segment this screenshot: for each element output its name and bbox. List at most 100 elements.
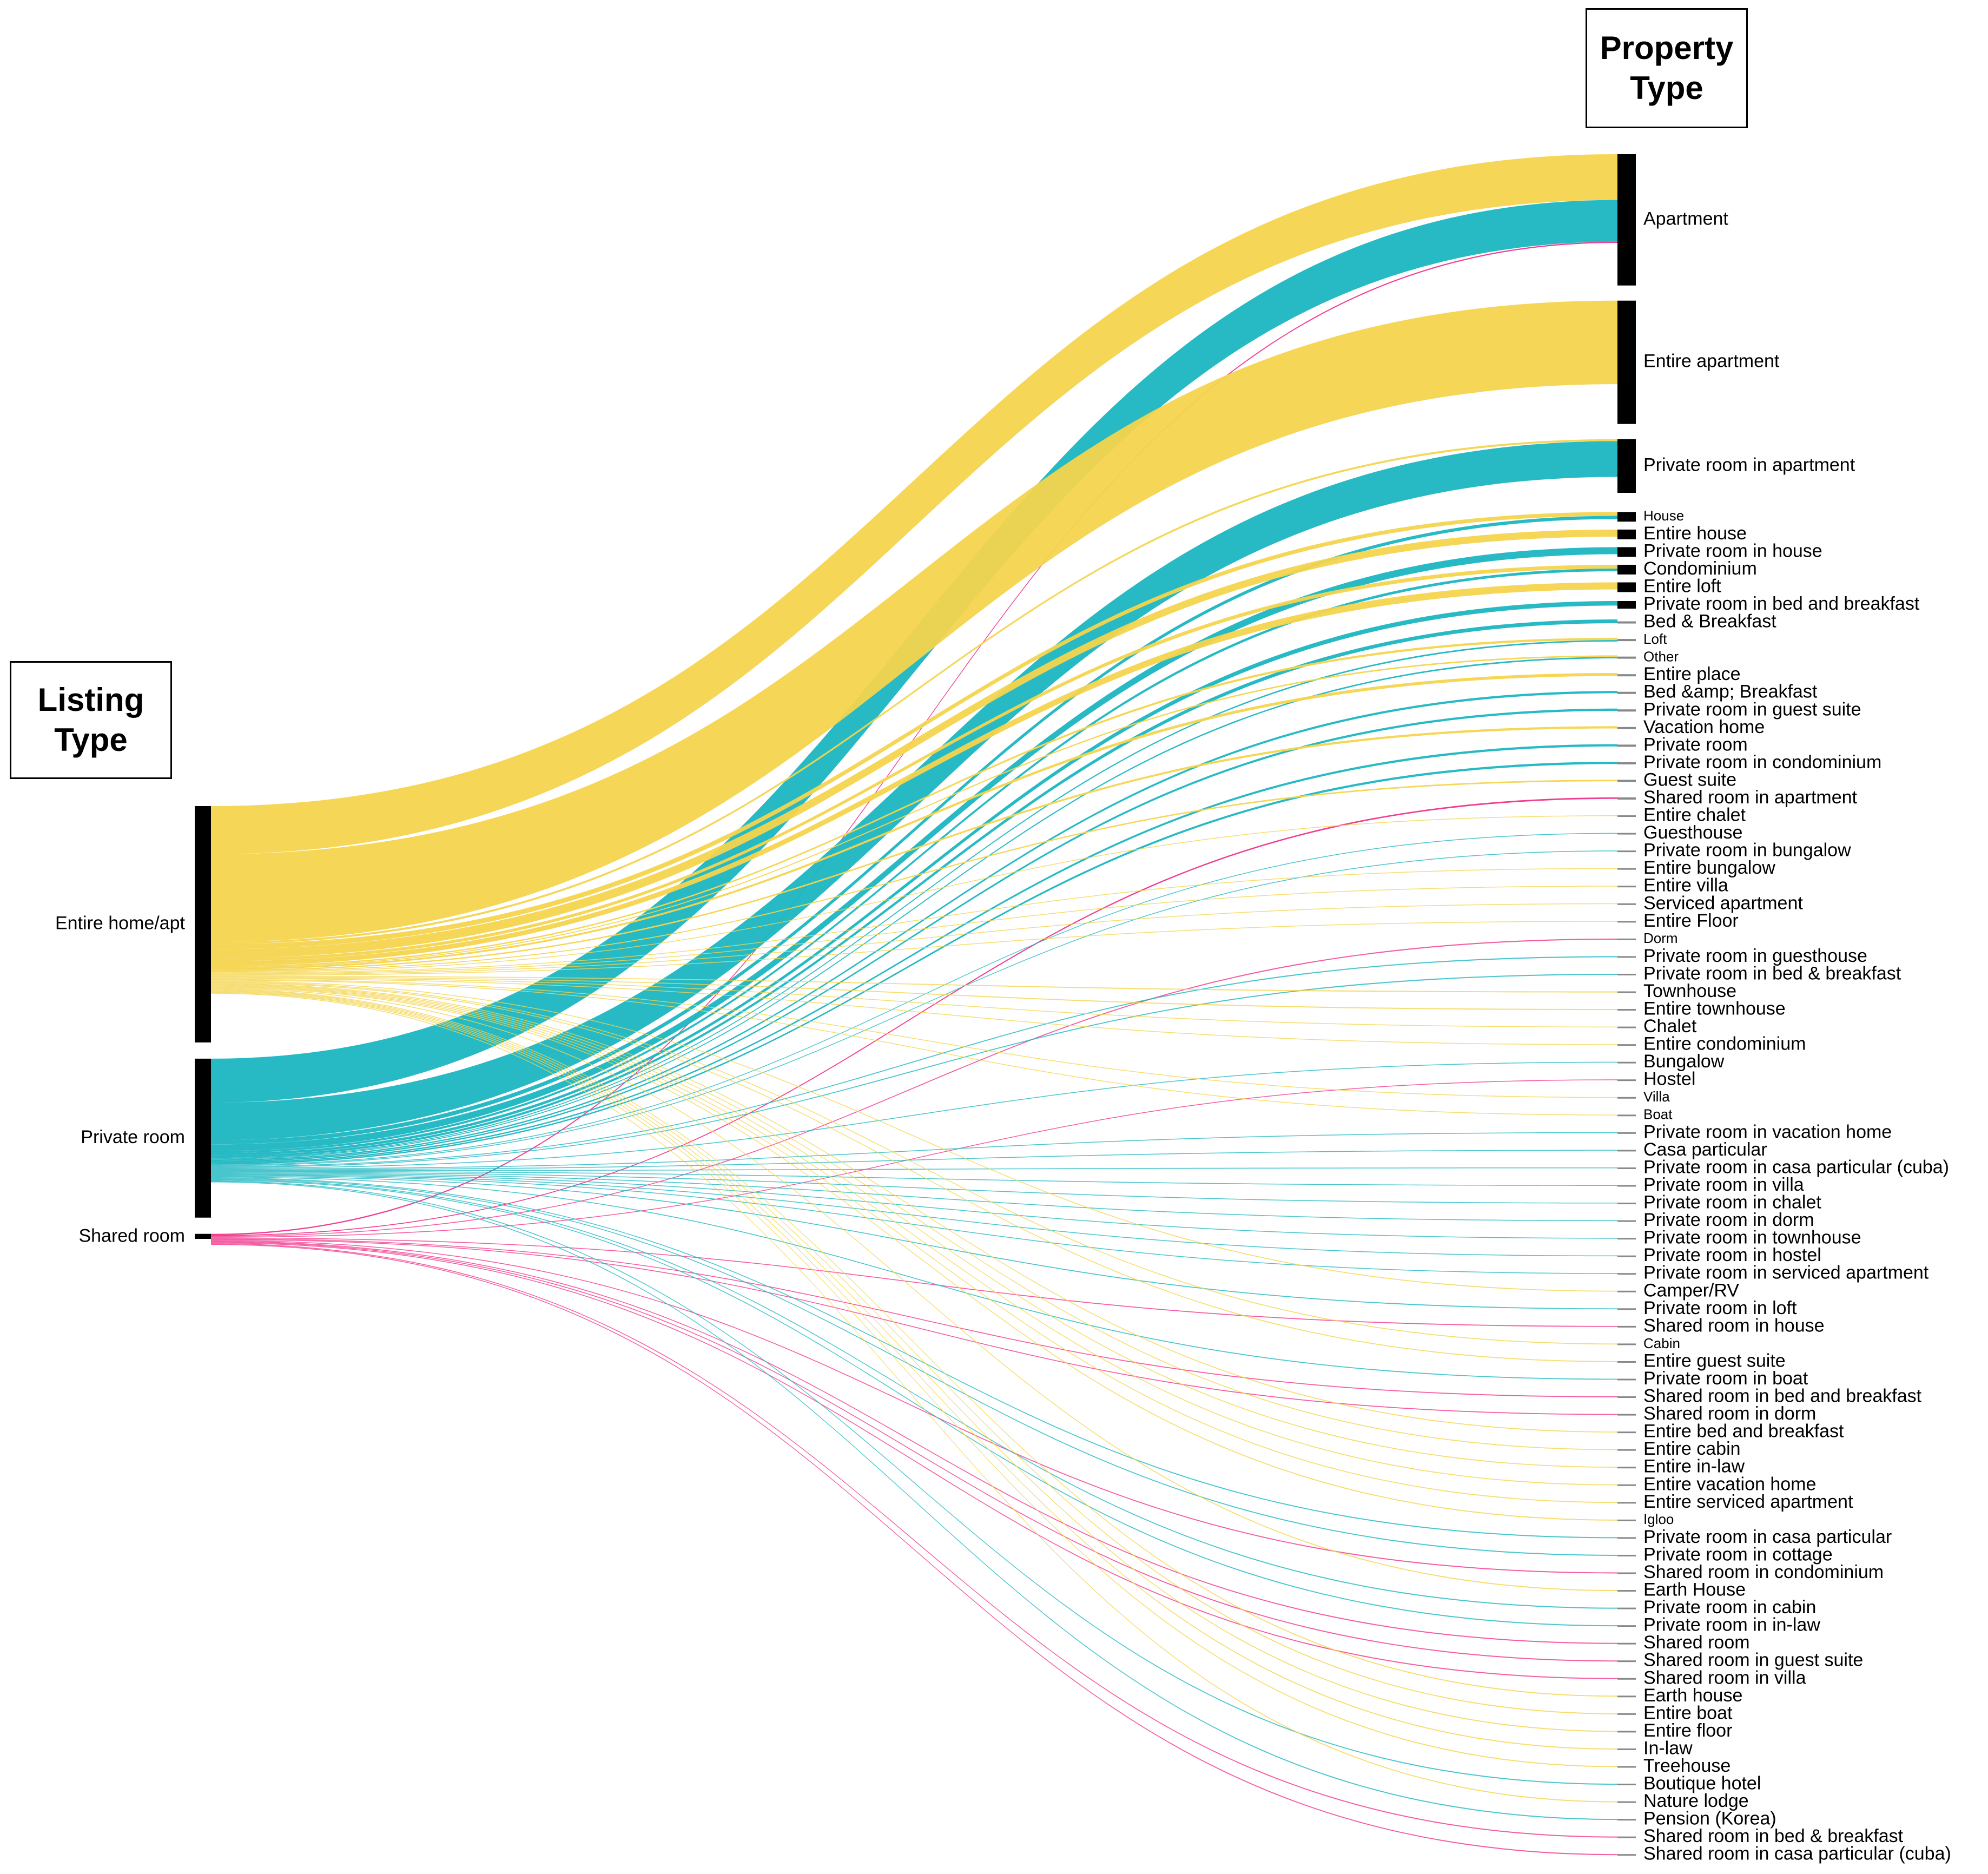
target-node-bed-breakfast <box>1617 621 1636 624</box>
target-label-earth-house: Earth House <box>1643 1580 1746 1600</box>
target-label-entire-vacation-home: Entire vacation home <box>1643 1474 1816 1494</box>
listing-type-title-line1: Listing <box>37 682 144 718</box>
target-node-nature-lodge <box>1617 1801 1636 1803</box>
target-label-entire-condominium: Entire condominium <box>1643 1034 1806 1054</box>
target-node-entire-loft <box>1617 582 1636 592</box>
flow-private-room-to-bed-breakfast <box>211 619 1617 1158</box>
target-label-private-room-in-hostel: Private room in hostel <box>1643 1245 1821 1265</box>
flow-entire-home-apt-to-chalet <box>211 977 1617 1028</box>
target-label-boutique-hotel: Boutique hotel <box>1643 1773 1761 1794</box>
target-node-entire-in-law <box>1617 1467 1636 1469</box>
target-node-earth-house <box>1617 1590 1636 1592</box>
target-node-shared-room-in-casa-particular-cuba <box>1617 1854 1636 1856</box>
flow-shared-room-to-shared-room-in-villa <box>211 1242 1617 1679</box>
target-label-private-room-in-serviced-apartment: Private room in serviced apartment <box>1643 1263 1929 1283</box>
target-node-entire-townhouse <box>1617 1009 1636 1011</box>
flow-shared-room-to-shared-room-in-house <box>211 1237 1617 1327</box>
flow-entire-home-apt-to-private-room-in-apartment <box>211 439 1617 945</box>
flow-private-room-to-house <box>211 516 1617 1145</box>
flow-entire-home-apt-to-entire-in-law <box>211 985 1617 1468</box>
target-node-shared-room-in-bed-breakfast <box>1617 1836 1636 1838</box>
flow-shared-room-to-shared-room-in-guest-suite <box>211 1242 1617 1662</box>
flow-entire-home-apt-to-treehouse <box>211 992 1617 1767</box>
flow-entire-home-apt-to-entire-apartment <box>211 300 1617 942</box>
flow-entire-home-apt-to-house <box>211 512 1617 949</box>
target-label-entire-floor: Entire floor <box>1643 1720 1732 1741</box>
target-node-other <box>1617 656 1636 659</box>
flow-entire-home-apt-to-entire-boat <box>211 989 1617 1714</box>
target-node-private-room-in-townhouse <box>1617 1238 1636 1240</box>
target-node-private-room-in-guest-suite <box>1617 709 1636 712</box>
target-node-entire-condominium <box>1617 1044 1636 1046</box>
target-node-private-room-in-house <box>1617 547 1636 557</box>
target-node-entire-floor <box>1617 1731 1636 1733</box>
target-node-private-room-in-condominium <box>1617 762 1636 764</box>
flow-entire-home-apt-to-entire-house <box>211 529 1617 959</box>
flow-entire-home-apt-to-entire-cabin <box>211 984 1617 1450</box>
target-node-camper-rv <box>1617 1290 1636 1292</box>
target-label-camper-rv: Camper/RV <box>1643 1280 1739 1301</box>
target-node-townhouse <box>1617 991 1636 993</box>
target-label-entire-floor: Entire Floor <box>1643 910 1739 931</box>
flow-private-room-to-other <box>211 657 1617 1160</box>
flow-entire-home-apt-to-entire-loft <box>211 582 1617 966</box>
target-label-condominium: Condominium <box>1643 558 1757 579</box>
target-node-entire-bed-and-breakfast <box>1617 1431 1636 1434</box>
listing-type-title-box: Listing Type <box>10 661 172 779</box>
flow-entire-home-apt-to-igloo <box>211 987 1617 1521</box>
flow-private-room-to-private-room-in-condominium <box>211 762 1617 1165</box>
target-label-entire-guest-suite: Entire guest suite <box>1643 1350 1786 1371</box>
flow-private-room-to-private-room-in-bungalow <box>211 850 1617 1166</box>
target-label-entire-townhouse: Entire townhouse <box>1643 999 1786 1019</box>
flow-entire-home-apt-to-entire-bed-and-breakfast <box>211 983 1617 1433</box>
flow-private-room-to-private-room-in-bed-and-breakfast <box>211 601 1617 1156</box>
flow-entire-home-apt-to-entire-villa <box>211 886 1617 974</box>
node-labels: Entire home/apt Private room Shared room Ap… <box>55 208 1951 1864</box>
target-node-dorm <box>1617 938 1636 940</box>
target-node-shared-room-in-dorm <box>1617 1414 1636 1416</box>
target-label-other: Other <box>1643 649 1679 665</box>
target-label-entire-boat: Entire boat <box>1643 1703 1733 1723</box>
flow-entire-home-apt-to-entire-guest-suite <box>211 982 1617 1362</box>
target-node-entire-guest-suite <box>1617 1361 1636 1363</box>
target-label-bed-amp-breakfast: Bed &amp; Breakfast <box>1643 682 1818 702</box>
target-label-private-room-in-cabin: Private room in cabin <box>1643 1597 1816 1618</box>
target-node-shared-room-in-house <box>1617 1325 1636 1328</box>
flow-private-room-to-private-room-in-cottage <box>211 1178 1617 1556</box>
target-label-private-room-in-chalet: Private room in chalet <box>1643 1192 1821 1213</box>
target-node-shared-room-in-villa <box>1617 1678 1636 1680</box>
flow-entire-home-apt-to-loft <box>211 637 1617 967</box>
target-label-shared-room-in-apartment: Shared room in apartment <box>1643 787 1858 808</box>
target-label-entire-place: Entire place <box>1643 664 1741 684</box>
target-node-private-room-in-cottage <box>1617 1554 1636 1556</box>
nodes <box>195 154 1636 1856</box>
target-node-shared-room <box>1617 1642 1636 1645</box>
target-label-shared-room: Shared room <box>1643 1632 1750 1653</box>
target-label-guesthouse: Guesthouse <box>1643 822 1742 843</box>
source-label-private-room: Private room <box>81 1127 185 1147</box>
target-label-apartment: Apartment <box>1643 208 1728 229</box>
source-node-entire-home-apt <box>195 806 211 1042</box>
flow-private-room-to-bed-amp-breakfast <box>211 691 1617 1161</box>
target-label-entire-house: Entire house <box>1643 523 1747 544</box>
target-node-entire-chalet <box>1617 815 1636 817</box>
flow-entire-home-apt-to-earth-house <box>211 988 1617 1592</box>
target-label-villa: Villa <box>1643 1088 1670 1105</box>
flow-shared-room-to-hostel <box>211 1079 1617 1238</box>
target-label-house: House <box>1643 507 1684 524</box>
target-node-shared-room-in-apartment <box>1617 797 1636 800</box>
target-label-shared-room-in-bed-breakfast: Shared room in bed & breakfast <box>1643 1826 1904 1846</box>
target-label-casa-particular: Casa particular <box>1643 1139 1767 1160</box>
flow-entire-home-apt-to-entire-place <box>211 672 1617 970</box>
target-label-private-room-in-bed-and-breakfast: Private room in bed and breakfast <box>1643 593 1920 614</box>
flow-entire-home-apt-to-other <box>211 655 1617 968</box>
target-label-treehouse: Treehouse <box>1643 1756 1731 1776</box>
flow-entire-home-apt-to-entire-floor <box>211 990 1617 1732</box>
target-node-private-room-in-apartment <box>1617 439 1636 493</box>
target-node-in-law <box>1617 1748 1636 1750</box>
flow-private-room-to-private-room-in-cabin <box>211 1179 1617 1609</box>
target-node-private-room-in-boat <box>1617 1378 1636 1381</box>
target-node-guesthouse <box>1617 833 1636 835</box>
target-label-entire-chalet: Entire chalet <box>1643 805 1746 826</box>
target-node-bungalow <box>1617 1061 1636 1064</box>
